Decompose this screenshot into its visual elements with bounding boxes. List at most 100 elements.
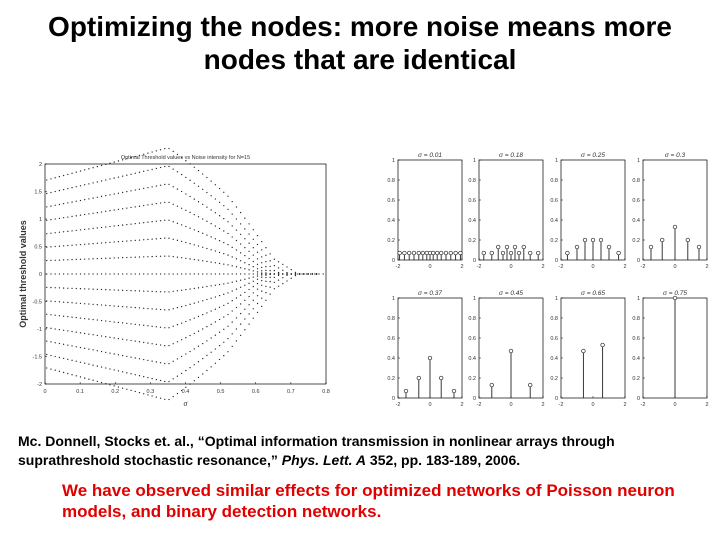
threshold-curve-point	[143, 187, 145, 190]
threshold-curve-point	[96, 196, 98, 198]
threshold-x-tick-label: 0.1	[76, 389, 84, 395]
threshold-curve-point	[180, 156, 183, 159]
sigma-0.65-panel-x-tick-label: 0	[591, 402, 594, 408]
threshold-curve-point	[218, 262, 221, 265]
threshold-curve-point	[62, 287, 65, 289]
threshold-curve-point	[96, 165, 98, 168]
sigma-0.18-panel-stem-marker	[521, 244, 526, 250]
threshold-curve-point	[75, 200, 77, 202]
threshold-curve-point	[265, 247, 267, 249]
threshold-curve-point	[62, 371, 65, 374]
threshold-curve-point	[244, 299, 246, 301]
threshold-curve-point	[197, 259, 200, 261]
threshold-curve-point	[202, 203, 204, 206]
threshold-curve-point	[180, 322, 183, 324]
threshold-curve-point	[197, 273, 200, 275]
threshold-curve-point	[290, 269, 292, 271]
threshold-curve-point	[79, 243, 82, 246]
threshold-curve-point	[248, 323, 250, 325]
threshold-y-tick-label: 2	[39, 162, 42, 168]
threshold-curve-point	[134, 222, 136, 225]
threshold-curve-point	[134, 374, 136, 376]
threshold-curve-point	[130, 289, 132, 292]
sigma-0.01-panel-stem-marker	[416, 250, 421, 256]
threshold-curve-point	[214, 250, 217, 252]
threshold-curve-point	[218, 358, 221, 361]
threshold-curve-point	[84, 169, 86, 171]
sigma-0.01-panel-stem-marker	[448, 250, 453, 256]
threshold-curve-point	[286, 271, 288, 274]
threshold-curve-point	[96, 181, 98, 183]
threshold-curve-point	[248, 257, 250, 260]
threshold-curve-point	[214, 362, 217, 364]
threshold-curve-point	[96, 288, 98, 290]
threshold-curve-point	[244, 254, 246, 257]
threshold-curve-point	[214, 273, 217, 275]
threshold-curve-point	[138, 358, 141, 360]
threshold-curve-point	[223, 218, 225, 220]
threshold-curve-point	[84, 362, 86, 364]
threshold-curve-point	[67, 287, 69, 289]
threshold-curve-point	[147, 152, 149, 154]
threshold-curve-point	[197, 376, 200, 379]
threshold-curve-point	[151, 186, 153, 188]
threshold-curve-point	[54, 259, 56, 261]
threshold-curve-point	[176, 290, 179, 292]
threshold-curve-point	[231, 200, 233, 203]
threshold-curve-point	[109, 336, 111, 338]
threshold-curve-point	[180, 289, 183, 291]
threshold-curve-point	[109, 384, 111, 386]
threshold-curve-point	[239, 279, 242, 281]
threshold-curve-point	[176, 153, 179, 156]
threshold-curve-point	[176, 171, 179, 173]
threshold-curve-point	[227, 325, 229, 327]
threshold-curve-point	[214, 296, 217, 298]
threshold-curve-point	[130, 190, 132, 192]
threshold-curve-point	[193, 364, 195, 366]
sigma-0.37-panel-x-tick-label: 0	[428, 402, 431, 408]
sigma-0.01-panel-stem-marker	[407, 250, 412, 256]
threshold-curve-point	[206, 273, 208, 275]
threshold-curve-point	[54, 232, 56, 234]
threshold-curve-point	[75, 346, 77, 348]
threshold-curve-point	[113, 177, 115, 179]
threshold-curve-point	[67, 344, 69, 346]
threshold-curve-point	[71, 230, 73, 232]
threshold-curve-point	[138, 290, 141, 292]
threshold-curve-point	[113, 257, 115, 259]
threshold-curve-point	[248, 233, 250, 235]
threshold-curve-point	[227, 208, 229, 211]
threshold-curve-point	[54, 287, 56, 289]
threshold-curve-point	[176, 239, 179, 241]
threshold-x-tick-label: 0.7	[287, 389, 295, 395]
threshold-curve-point	[227, 292, 229, 294]
threshold-curve-point	[155, 167, 157, 170]
threshold-curve-point	[92, 273, 94, 275]
sigma-0.01-panel-y-tick-label: 1	[392, 158, 395, 164]
threshold-curve-point	[172, 360, 174, 362]
threshold-curve-point	[138, 341, 141, 343]
threshold-curve-point	[134, 239, 136, 242]
threshold-curve-point	[100, 288, 103, 291]
threshold-curve-point	[168, 380, 170, 383]
threshold-curve-point	[231, 236, 233, 238]
threshold-curve-point	[67, 187, 69, 190]
threshold-curve-point	[46, 259, 48, 262]
threshold-curve-point	[105, 336, 107, 338]
threshold-curve-point	[168, 219, 170, 221]
sigma-0.25-panel-y-tick-label: 0.8	[550, 178, 558, 184]
threshold-curve-point	[126, 306, 128, 308]
threshold-curve-point	[168, 147, 170, 150]
threshold-curve-point	[75, 302, 77, 304]
threshold-curve-point	[143, 324, 145, 326]
threshold-curve-point	[46, 286, 48, 289]
threshold-curve-point	[58, 315, 61, 317]
threshold-curve-point	[172, 203, 174, 205]
threshold-curve-point	[277, 279, 280, 281]
threshold-curve-point	[231, 213, 233, 215]
threshold-curve-point	[172, 150, 174, 153]
threshold-curve-point	[239, 312, 242, 315]
threshold-curve-point	[88, 363, 90, 365]
threshold-curve-point	[223, 341, 225, 343]
threshold-curve-point	[58, 370, 61, 372]
